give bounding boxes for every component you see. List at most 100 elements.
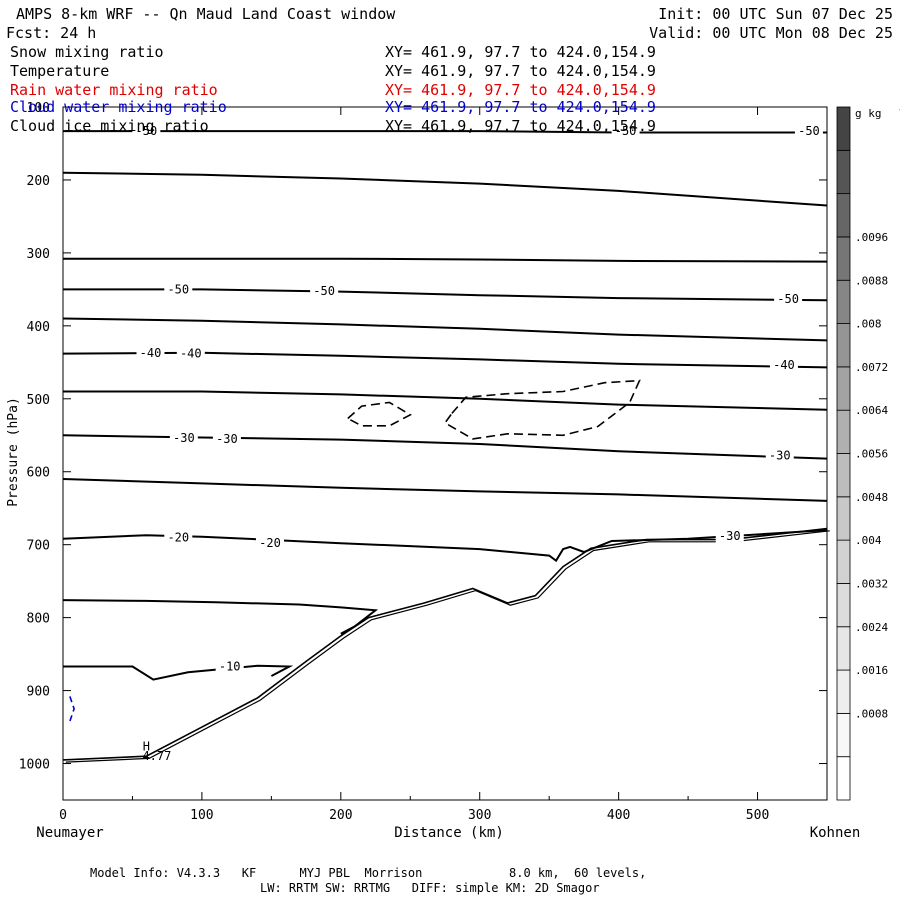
colorbar-unit-exponent: -1 (898, 105, 900, 114)
contour-label-bg (212, 431, 241, 446)
colorbar-bin (836, 409, 851, 454)
contour-label: -20 (259, 536, 281, 550)
colorbar: .0008 .0016 .0024 .0032 .004 .0048 .0056 .0064.… (836, 105, 900, 801)
ice-contour-0 (347, 401, 412, 427)
contour-label-bg (176, 346, 205, 361)
colorbar-tick-label: .004 (855, 534, 882, 547)
x-tick-label: 500 (746, 808, 769, 823)
field-name-snow: Snow mixing ratio (10, 43, 164, 61)
field-name-cloud-ice: Cloud ice mixing ratio (10, 117, 209, 135)
contour-label-bg (164, 282, 193, 297)
model-info-line2: LW: RRTM SW: RRTMG DIFF: simple KM: 2D S… (260, 881, 600, 895)
y-tick-label: 500 (27, 393, 50, 408)
colorbar-bin (836, 106, 851, 151)
colorbar-bin (836, 323, 851, 368)
colorbar-bin (836, 366, 851, 411)
y-tick-label: 700 (27, 539, 50, 554)
init-time: Init: 00 UTC Sun 07 Dec 25 (658, 5, 893, 23)
contour-label: -40 (180, 347, 202, 361)
contour-label: -50 (313, 284, 335, 298)
y-axis-label: Pressure (hPa) (6, 397, 21, 507)
terrain-line (62, 527, 828, 761)
colorbar-tick-label: .0048 (855, 491, 888, 504)
field-name-temperature: Temperature (10, 62, 109, 80)
high-value: -4.77 (135, 749, 171, 763)
contour-label: -30 (173, 431, 195, 445)
y-tick-label: 400 (27, 320, 50, 335)
colorbar-tick-label: .0024 (855, 621, 888, 634)
contour-labels: -50 -50 -50 -50 -50 -50 -40 -40 -40 -30 -30 -30 -20 -… (132, 124, 823, 763)
model-info-line1: Model Info: V4.3.3 KF MYJ PBL Morrison 8… (90, 866, 646, 880)
field-xy-cloud-ice: XY= 461.9, 97.7 to 424.0,154.9 (385, 117, 656, 135)
valid-time: Valid: 00 UTC Mon 08 Dec 25 (649, 24, 893, 42)
y-tick-label: 900 (27, 685, 50, 700)
y-tick-label: 200 (27, 174, 50, 189)
temperature-contour-4 (62, 317, 828, 342)
contour-label-bg (169, 431, 198, 446)
field-xy-snow: XY= 461.9, 97.7 to 424.0,154.9 (385, 43, 656, 61)
contour-label-bg (769, 358, 798, 373)
contour-label-bg (215, 659, 244, 674)
colorbar-tick-label: .0032 (855, 577, 888, 590)
colorbar-tick-label: .0088 (855, 274, 888, 287)
contour-label-bg (774, 291, 803, 306)
colorbar-bin (836, 756, 851, 801)
contour-label: -50 (167, 282, 189, 296)
temperature-contour-1 (62, 171, 828, 207)
colorbar-unit: g kg (855, 107, 882, 120)
contour-label-bg (310, 283, 339, 298)
colorbar-bin (836, 193, 851, 238)
colorbar-tick-label: .0008 (855, 707, 888, 720)
contour-label-bg (132, 124, 161, 139)
field-xy-temperature: XY= 461.9, 97.7 to 424.0,154.9 (385, 62, 656, 80)
contour-label: -40 (773, 358, 795, 372)
contour-label: -20 (167, 530, 189, 544)
field-name-rain: Rain water mixing ratio (10, 81, 218, 99)
ice-contour-1 (443, 379, 641, 440)
field-xy-cloud-water: XY= 461.9, 97.7 to 424.0,154.9 (385, 98, 656, 116)
contour-label-bg (715, 528, 744, 543)
terrain-outline (62, 527, 830, 763)
contour-label: -10 (219, 660, 241, 674)
x-tick-label: 300 (468, 808, 491, 823)
colorbar-tick-label: .008 (855, 318, 882, 331)
forecast-hour: Fcst: 24 h (6, 24, 96, 42)
y-tick-label: 800 (27, 612, 50, 627)
contour-label-bg (164, 530, 193, 545)
colorbar-tick-label: .0064 (855, 404, 888, 417)
x-tick-label: 100 (190, 808, 213, 823)
axes: 0 100 200 300 400 500 100 200 300 400 500 600 700 800… (19, 101, 828, 823)
endpoint-right-label: Kohnen (810, 825, 861, 841)
x-axis-label: Distance (km) (394, 825, 504, 841)
temperature-contour-6 (63, 390, 828, 411)
colorbar-bin (836, 712, 851, 758)
x-tick-label: 200 (329, 808, 352, 823)
contour-label: -50 (777, 292, 799, 306)
terrain-line-inner (65, 530, 830, 763)
cloud-water-contour-0 (69, 696, 75, 722)
contour-label: -50 (798, 124, 820, 138)
contour-label: -50 (615, 124, 637, 138)
contour-label: -30 (719, 529, 741, 543)
contour-label-bg (794, 124, 823, 139)
endpoint-left-label: Neumayer (36, 825, 103, 841)
x-tick-label: 0 (59, 808, 67, 823)
high-marker: H (143, 739, 150, 753)
field-xy-rain: XY= 461.9, 97.7 to 424.0,154.9 (385, 81, 656, 99)
temperature-contour-2 (63, 257, 828, 263)
cloud-water-contours (69, 696, 75, 722)
contour-label: -40 (140, 346, 162, 360)
colorbar-bin (836, 149, 851, 195)
colorbar-bin (836, 669, 851, 714)
colorbar-tick-label: .0096 (855, 231, 888, 244)
colorbar-bin (836, 453, 851, 498)
contour-label-bg (765, 448, 794, 463)
temperature-contour-11 (63, 664, 294, 681)
colorbar-bin (836, 279, 851, 324)
y-tick-label: 300 (27, 247, 50, 262)
contour-label: -30 (216, 432, 238, 446)
colorbar-bin (836, 583, 851, 628)
contour-label: -50 (136, 124, 158, 138)
colorbar-bin (836, 496, 851, 541)
colorbar-bin (836, 626, 851, 671)
